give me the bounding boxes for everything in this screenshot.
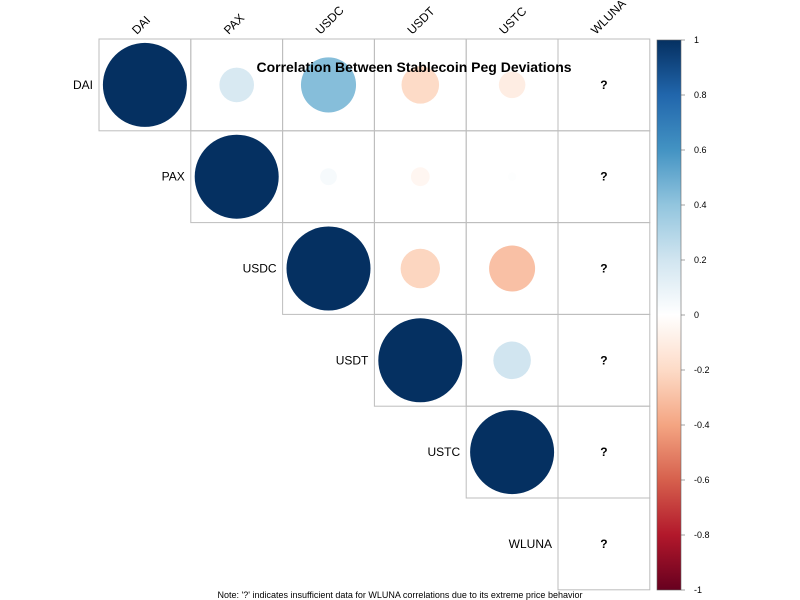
row-label-ustc: USTC xyxy=(428,445,461,459)
correlation-circles: ?????? xyxy=(102,42,608,551)
missing-marker-dai-wluna: ? xyxy=(600,78,607,92)
corr-circle-usdc-ustc xyxy=(489,245,536,292)
row-label-pax: PAX xyxy=(162,170,185,184)
col-label-pax: PAX xyxy=(221,11,247,37)
colorbar-tick-label: 0 xyxy=(694,310,699,320)
cell-grid xyxy=(98,38,651,591)
colorbar-tick-label: -0.6 xyxy=(694,475,710,485)
colorbar-tick-label: 0.2 xyxy=(694,255,707,265)
colorbar-tick-label: -1 xyxy=(694,585,702,595)
colorbar-tick-label: 1 xyxy=(694,35,699,45)
corr-circle-pax-usdt xyxy=(410,167,430,187)
row-label-usdc: USDC xyxy=(243,262,277,276)
corr-circle-pax-ustc xyxy=(507,172,517,181)
corr-circle-usdt-ustc xyxy=(493,341,531,380)
row-label-usdt: USDT xyxy=(336,353,369,367)
chart-title: Correlation Between Stablecoin Peg Devia… xyxy=(256,59,571,75)
corr-circle-dai-pax xyxy=(219,67,255,103)
row-label-wluna: WLUNA xyxy=(509,537,552,551)
colorbar-tick-label: 0.4 xyxy=(694,200,707,210)
corr-circle-pax-pax xyxy=(194,134,279,219)
col-label-dai: DAI xyxy=(129,13,153,37)
col-label-ustc: USTC xyxy=(496,4,529,37)
corr-circle-usdc-usdc xyxy=(286,226,371,311)
corr-circle-usdc-usdt xyxy=(400,248,440,289)
colorbar xyxy=(656,39,682,591)
missing-marker-wluna-wluna: ? xyxy=(600,537,607,551)
col-label-usdt: USDT xyxy=(405,4,438,37)
column-labels: DAI PAX USDC USDT USTC WLUNA xyxy=(129,0,629,37)
row-labels: DAI PAX USDC USDT USTC WLUNA xyxy=(73,78,552,551)
colorbar-tick-label: -0.8 xyxy=(694,530,710,540)
missing-marker-ustc-wluna: ? xyxy=(600,445,607,459)
cell-wluna-wluna xyxy=(557,497,651,591)
missing-marker-pax-wluna: ? xyxy=(600,170,607,184)
missing-marker-usdt-wluna: ? xyxy=(600,353,607,367)
missing-marker-usdc-wluna: ? xyxy=(600,262,607,276)
colorbar-tick-label: -0.2 xyxy=(694,365,710,375)
corr-circle-ustc-ustc xyxy=(470,410,555,495)
col-label-usdc: USDC xyxy=(313,3,347,37)
col-label-wluna: WLUNA xyxy=(588,0,629,37)
corr-circle-pax-usdc xyxy=(320,168,337,186)
corr-circle-dai-ustc xyxy=(498,71,526,99)
corr-circle-dai-usdc xyxy=(300,57,357,113)
footnote: Note: '?' indicates insufficient data fo… xyxy=(218,590,583,600)
row-label-dai: DAI xyxy=(73,78,93,92)
corr-circle-dai-usdt xyxy=(401,66,440,104)
colorbar-tick-label: -0.4 xyxy=(694,420,710,430)
colorbar-tick-label: 0.8 xyxy=(694,90,707,100)
corr-circle-usdt-usdt xyxy=(378,318,463,403)
corr-circle-dai-dai xyxy=(102,42,187,127)
colorbar-ticks: 1 0.8 0.6 0.4 0.2 0 -0.2 -0.4 -0.6 -0.8 -1 xyxy=(681,35,710,595)
colorbar-tick-label: 0.6 xyxy=(694,145,707,155)
